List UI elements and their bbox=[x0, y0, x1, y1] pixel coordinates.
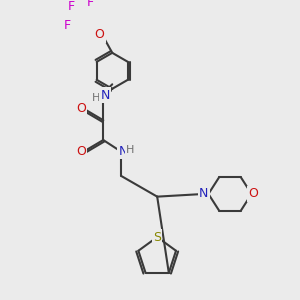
Text: F: F bbox=[67, 0, 74, 13]
Text: N: N bbox=[199, 188, 208, 200]
Text: O: O bbox=[95, 28, 105, 41]
Text: O: O bbox=[248, 188, 258, 200]
Text: S: S bbox=[153, 231, 161, 244]
Text: F: F bbox=[87, 0, 94, 9]
Text: N: N bbox=[118, 145, 128, 158]
Text: O: O bbox=[76, 145, 86, 158]
Text: N: N bbox=[100, 88, 110, 102]
Text: H: H bbox=[126, 145, 134, 155]
Text: H: H bbox=[92, 93, 100, 103]
Text: N: N bbox=[199, 188, 208, 200]
Text: O: O bbox=[76, 102, 86, 115]
Text: F: F bbox=[64, 20, 71, 32]
